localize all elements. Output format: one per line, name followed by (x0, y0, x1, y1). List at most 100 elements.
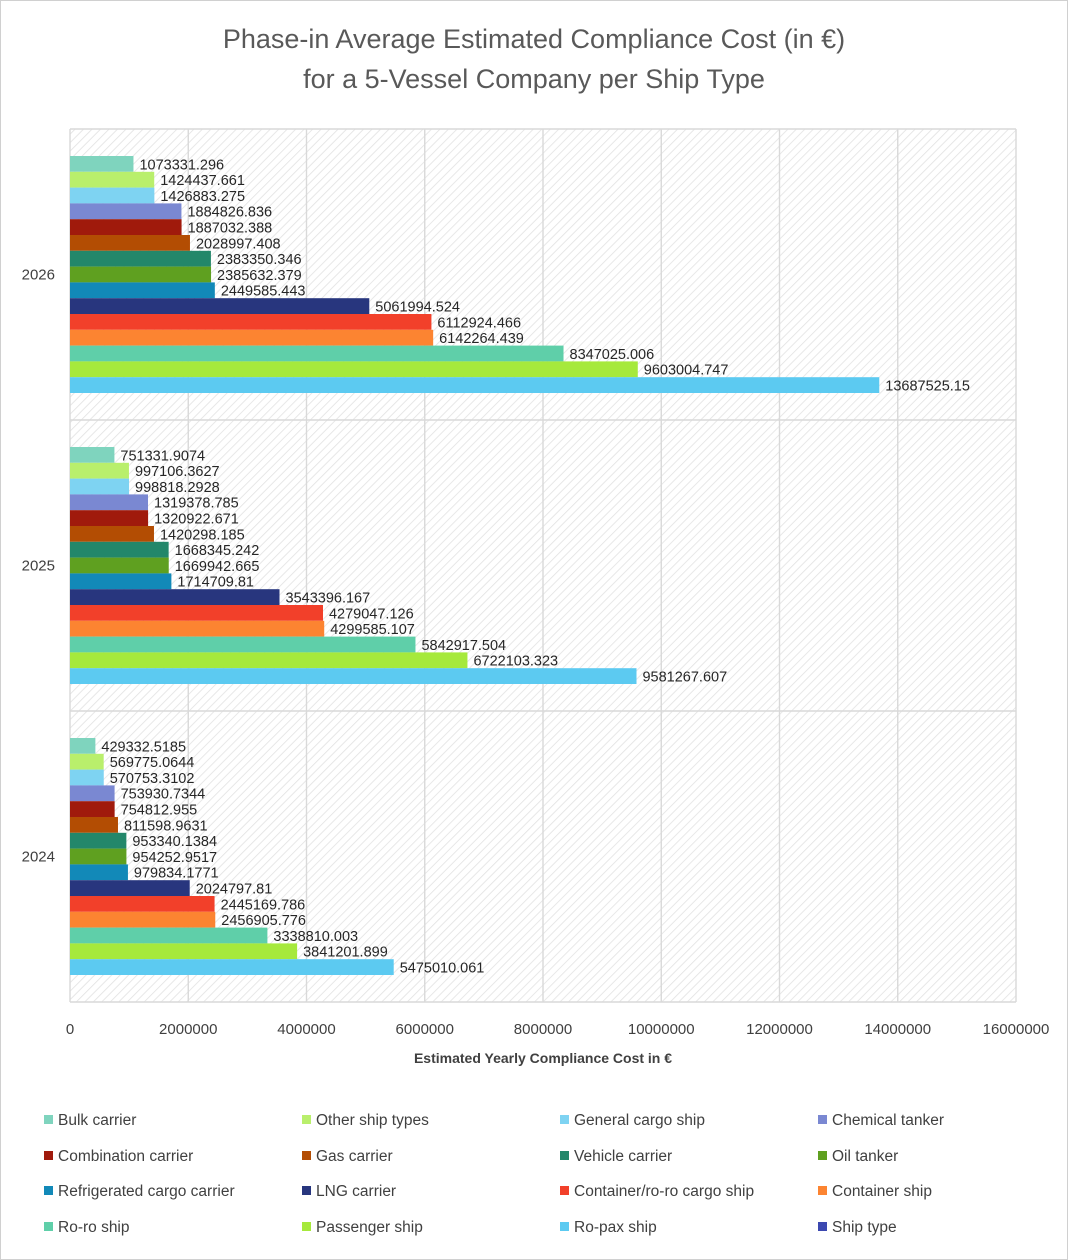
legend-swatch (818, 1115, 827, 1124)
data-label: 1669942.665 (175, 559, 260, 575)
chart-subtitle: for a 5-Vessel Company per Ship Type (303, 64, 765, 94)
bars (70, 156, 880, 975)
data-label: 1319378.785 (154, 496, 239, 512)
bar (70, 250, 211, 267)
legend-swatch (44, 1115, 53, 1124)
data-label: 1073331.296 (139, 157, 224, 173)
bar (70, 377, 880, 393)
x-tick-label: 12000000 (746, 1021, 813, 1038)
bar (70, 573, 172, 590)
x-tick-label: 2000000 (159, 1021, 217, 1038)
data-label: 1320922.671 (154, 512, 239, 528)
category-labels: 2026 2025 2024 (22, 267, 55, 866)
bar (70, 462, 129, 479)
x-tick-label: 0 (66, 1021, 74, 1038)
x-tick-label: 8000000 (514, 1021, 572, 1038)
data-label: 2028997.408 (196, 236, 281, 252)
data-label: 2456905.776 (221, 913, 306, 929)
bar (70, 832, 127, 849)
bar (70, 864, 128, 881)
data-label: 998818.2928 (135, 480, 220, 496)
legend-label: Passenger ship (316, 1219, 423, 1236)
data-label: 569775.0644 (110, 755, 195, 771)
x-tick-label: 10000000 (628, 1021, 695, 1038)
legend-label: Container ship (832, 1183, 932, 1200)
legend-swatch (302, 1186, 311, 1195)
data-label: 2385632.379 (217, 268, 302, 284)
legend-label: Other ship types (316, 1112, 429, 1129)
data-label: 1668345.242 (175, 543, 260, 559)
data-label: 6722103.323 (473, 654, 558, 670)
bar (70, 235, 190, 251)
legend: Bulk carrier Other ship types General carg… (44, 1112, 944, 1236)
data-label: 5475010.061 (400, 961, 485, 977)
legend-swatch (560, 1151, 569, 1160)
bar (70, 314, 432, 330)
data-label: 2383350.346 (217, 252, 302, 268)
legend-swatch (302, 1115, 311, 1124)
legend-swatch (818, 1151, 827, 1160)
bar (70, 526, 154, 542)
data-label: 429332.5185 (101, 739, 186, 755)
bar (70, 943, 298, 960)
data-label: 753930.7344 (121, 787, 206, 803)
bar (70, 589, 280, 605)
legend-label: Vehicle carrier (574, 1148, 672, 1165)
bar (70, 959, 394, 975)
legend-label: Chemical tanker (832, 1112, 944, 1129)
data-label: 4299585.107 (330, 622, 415, 638)
y-category-label: 2025 (22, 558, 55, 575)
bar (70, 652, 468, 669)
legend-label: Ro-ro ship (58, 1219, 130, 1236)
legend-label: Ro-pax ship (574, 1219, 657, 1236)
bar (70, 510, 149, 526)
y-category-label: 2024 (22, 849, 55, 866)
data-label: 6112924.466 (437, 315, 521, 331)
bar (70, 753, 104, 770)
legend-swatch (560, 1222, 569, 1231)
bar (70, 329, 434, 346)
legend-label: Combination carrier (58, 1148, 193, 1165)
data-label: 2024797.81 (196, 882, 273, 898)
bar (70, 494, 149, 511)
data-label: 570753.3102 (110, 771, 195, 787)
bar (70, 817, 118, 833)
bar (70, 298, 370, 314)
data-label: 1420298.185 (160, 527, 245, 543)
data-label: 751331.9074 (120, 448, 205, 464)
bar (70, 636, 416, 653)
data-label: 1424437.661 (160, 173, 245, 189)
data-label: 811598.9631 (124, 818, 208, 834)
data-label: 754812.955 (121, 803, 198, 819)
x-tick-label: 14000000 (864, 1021, 931, 1038)
data-label: 1884826.836 (187, 205, 272, 221)
bar (70, 605, 323, 621)
data-label: 9581267.607 (642, 670, 727, 686)
data-label: 1887032.388 (188, 221, 273, 237)
bar (70, 896, 215, 912)
legend-label: Bulk carrier (58, 1112, 136, 1129)
tick-labels: 0 2000000 4000000 6000000 8000000 10000000 120… (66, 1021, 1050, 1038)
x-tick-label: 4000000 (277, 1021, 335, 1038)
data-label: 6142264.439 (439, 331, 524, 347)
bar (70, 266, 212, 283)
bar (70, 557, 169, 574)
data-label: 9603004.747 (644, 363, 729, 379)
data-label: 2445169.786 (221, 897, 306, 913)
bar (70, 219, 182, 235)
legend-swatch (560, 1115, 569, 1124)
data-label: 3543396.167 (286, 591, 371, 607)
legend-label: Container/ro-ro cargo ship (574, 1183, 754, 1200)
bar (70, 345, 564, 362)
data-label: 953340.1384 (132, 834, 217, 850)
chart-title: Phase-in Average Estimated Compliance Co… (223, 24, 845, 54)
bar (70, 911, 216, 928)
bar (70, 880, 190, 896)
bar (70, 738, 96, 754)
data-label: 8347025.006 (570, 347, 655, 363)
legend-swatch (818, 1186, 827, 1195)
bar (70, 801, 115, 817)
legend-label: Ship type (832, 1219, 897, 1236)
data-label: 1714709.81 (177, 575, 254, 591)
